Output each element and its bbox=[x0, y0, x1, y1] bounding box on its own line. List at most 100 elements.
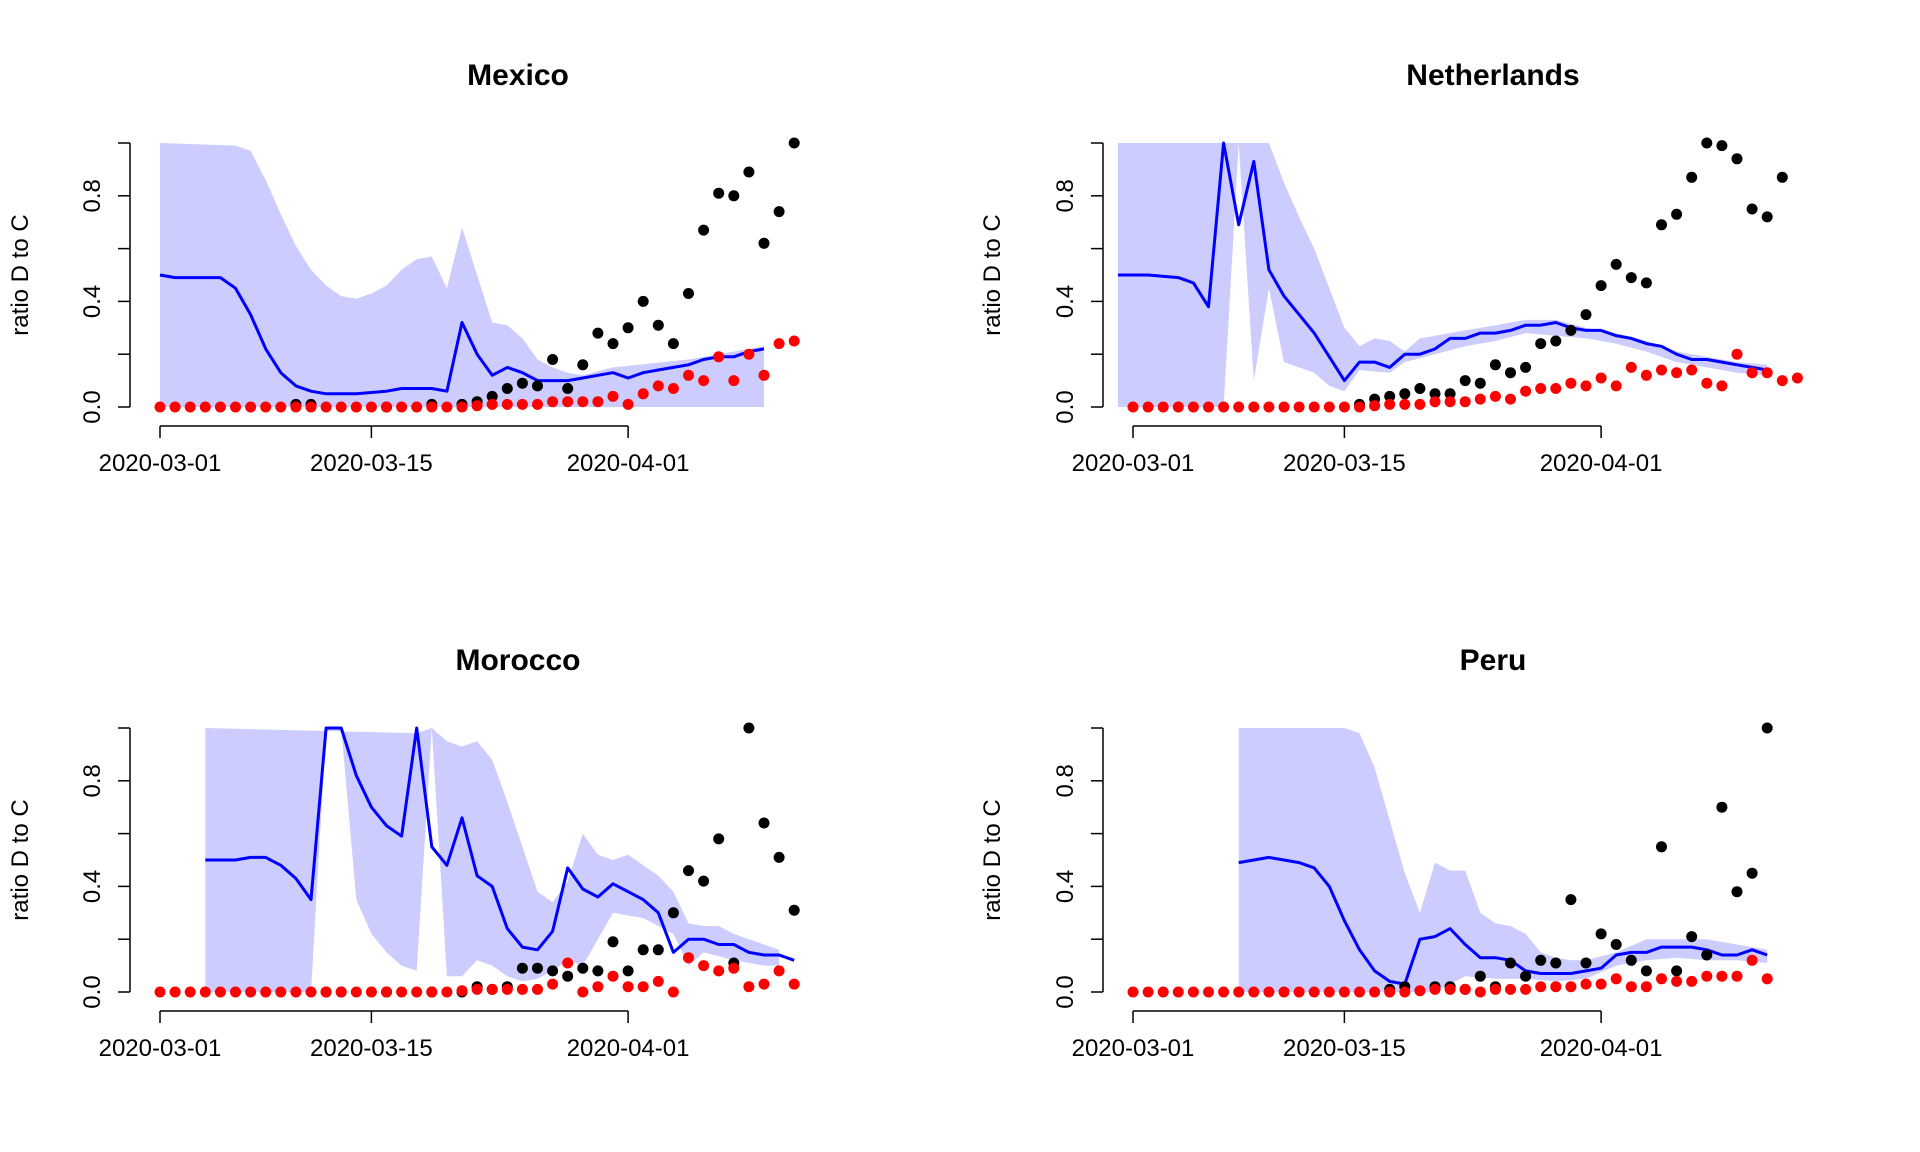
red-point bbox=[667, 383, 679, 394]
red-point bbox=[1625, 981, 1637, 993]
red-point bbox=[1686, 975, 1698, 987]
ratio-line bbox=[1238, 855, 1768, 986]
red-point bbox=[713, 965, 725, 977]
red-point bbox=[1686, 364, 1698, 376]
black-point bbox=[1716, 140, 1728, 152]
y-tick-label: 0.8 bbox=[1052, 179, 1079, 212]
red-point bbox=[1656, 973, 1667, 985]
black-point bbox=[516, 962, 528, 974]
red-point bbox=[1293, 986, 1305, 998]
red-point bbox=[1776, 375, 1788, 387]
red-point bbox=[471, 400, 483, 412]
red-point bbox=[1293, 401, 1305, 413]
red-point bbox=[622, 398, 634, 410]
black-point bbox=[1459, 375, 1471, 387]
x-tick-label: 2020-04-01 bbox=[1540, 450, 1663, 477]
black-point bbox=[1474, 970, 1486, 982]
red-point bbox=[154, 401, 166, 413]
red-point bbox=[773, 338, 785, 350]
y-tick-label: 0.0 bbox=[1052, 390, 1079, 423]
black-point bbox=[637, 944, 649, 956]
y-tick-label: 0.0 bbox=[1052, 975, 1079, 1008]
black-point bbox=[667, 907, 679, 919]
black-point bbox=[683, 288, 694, 299]
red-point bbox=[1595, 978, 1607, 990]
black-point bbox=[683, 865, 694, 877]
red-point bbox=[773, 965, 785, 977]
red-point bbox=[245, 986, 257, 998]
red-point bbox=[1444, 983, 1456, 995]
red-point bbox=[1505, 393, 1516, 405]
black-point bbox=[501, 383, 513, 394]
red-point bbox=[335, 401, 347, 413]
red-point bbox=[1384, 986, 1396, 998]
y-tick-label: 0.8 bbox=[79, 764, 106, 797]
red-point bbox=[1218, 986, 1230, 998]
red-point bbox=[169, 401, 181, 413]
red-point bbox=[698, 375, 710, 387]
black-point bbox=[562, 383, 574, 394]
red-point bbox=[1565, 377, 1577, 389]
red-point bbox=[607, 390, 619, 402]
red-point bbox=[728, 962, 740, 974]
red-point bbox=[1308, 986, 1320, 998]
black-point bbox=[532, 962, 543, 974]
red-point bbox=[1640, 369, 1652, 381]
black-point bbox=[1671, 965, 1683, 977]
red-point bbox=[320, 986, 332, 998]
black-point bbox=[1640, 277, 1652, 289]
red-point bbox=[305, 401, 317, 413]
black-point bbox=[652, 319, 664, 331]
red-point bbox=[1142, 401, 1154, 413]
red-point bbox=[290, 401, 302, 413]
red-point bbox=[486, 983, 498, 995]
red-point bbox=[1489, 983, 1501, 995]
black-point bbox=[758, 237, 770, 249]
black-point bbox=[1535, 338, 1547, 350]
red-point bbox=[1716, 380, 1728, 392]
y-tick-label: 0.4 bbox=[1052, 870, 1079, 903]
red-point bbox=[743, 981, 755, 993]
red-point bbox=[1701, 970, 1713, 982]
red-point bbox=[1731, 348, 1743, 360]
x-tick-label: 2020-03-15 bbox=[310, 1035, 433, 1062]
confidence-band bbox=[205, 728, 780, 992]
red-point bbox=[788, 978, 800, 990]
red-point bbox=[1127, 401, 1139, 413]
red-point bbox=[1414, 398, 1426, 410]
panel-netherlands: Netherlands ratio D to C 0.0 0.4 0.8 2020-03-… bbox=[979, 59, 1803, 477]
black-point bbox=[577, 359, 589, 371]
black-point bbox=[516, 377, 528, 389]
panel-mexico: Mexico ratio D to C 0.0 0.4 0.8 2020-03-01 202… bbox=[7, 59, 800, 477]
red-point bbox=[1625, 361, 1637, 373]
red-point bbox=[230, 986, 241, 998]
red-point bbox=[592, 396, 604, 408]
black-point bbox=[1731, 153, 1743, 165]
red-point bbox=[758, 369, 770, 381]
red-point bbox=[396, 986, 408, 998]
red-point bbox=[1580, 978, 1592, 990]
black-point bbox=[622, 322, 634, 334]
black-point bbox=[607, 936, 619, 948]
red-point bbox=[637, 981, 649, 993]
red-point bbox=[1157, 401, 1169, 413]
black-point bbox=[1474, 377, 1486, 389]
red-point bbox=[169, 986, 181, 998]
black-point bbox=[486, 390, 498, 402]
red-point bbox=[652, 975, 664, 987]
red-point bbox=[1338, 401, 1350, 413]
black-point bbox=[1716, 801, 1728, 813]
red-point bbox=[1550, 383, 1562, 394]
red-point bbox=[1731, 970, 1743, 982]
black-point bbox=[1701, 949, 1713, 961]
black-point bbox=[1580, 957, 1592, 969]
red-point bbox=[743, 348, 755, 360]
y-tick-label: 0.4 bbox=[79, 870, 106, 903]
x-tick-label: 2020-04-01 bbox=[567, 450, 690, 477]
red-point bbox=[1369, 986, 1381, 998]
y-tick-label: 0.4 bbox=[1052, 285, 1079, 318]
black-point bbox=[1656, 841, 1667, 853]
red-point bbox=[592, 981, 604, 993]
black-point bbox=[1580, 309, 1592, 321]
red-point bbox=[562, 396, 574, 408]
